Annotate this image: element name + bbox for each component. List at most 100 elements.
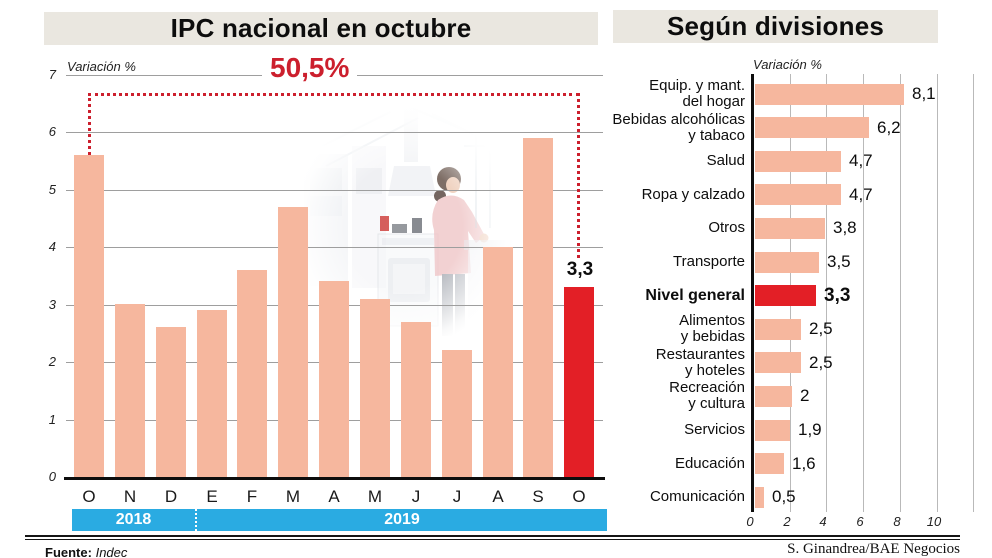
right-grid-4 — [826, 74, 827, 512]
month-label-1: N — [123, 487, 137, 506]
kitchen-photo — [292, 106, 516, 348]
division-label-12: Comunicación — [649, 488, 745, 505]
left-chart-title: IPC nacional en octubre — [44, 12, 598, 45]
right-grid-6 — [863, 74, 864, 512]
division-value-5: 3,5 — [827, 252, 851, 271]
division-bar-9 — [755, 386, 792, 407]
right-axis-label: Variación % — [753, 57, 822, 72]
month-label-3: E — [206, 487, 218, 506]
right-x-tick-2: 2 — [783, 514, 791, 529]
division-label-5: Transporte — [673, 253, 745, 270]
bar-j-8 — [401, 322, 431, 477]
division-value-11: 1,6 — [792, 454, 816, 473]
division-bar-4 — [755, 218, 825, 239]
division-label-6: Nivel general — [645, 287, 745, 304]
left-x-axis-line — [64, 477, 605, 480]
year-band: 2018 2019 — [72, 509, 607, 531]
bar-e-3 — [197, 310, 227, 477]
grid-line-y6 — [66, 132, 603, 133]
y-tick-7: 7 — [48, 67, 56, 82]
y-tick-0: 0 — [48, 469, 56, 484]
division-bar-10 — [755, 420, 790, 441]
right-grid-10 — [937, 74, 938, 512]
woman-figure — [432, 167, 489, 336]
division-bar-11 — [755, 453, 784, 474]
month-label-11: S — [532, 487, 544, 506]
month-label-8: J — [411, 487, 421, 506]
division-label-4: Otros — [708, 219, 745, 236]
right-y-axis-line — [751, 74, 754, 512]
division-bar-5 — [755, 252, 819, 273]
division-label-2: Salud — [706, 152, 745, 169]
grid-line-y4 — [66, 247, 603, 248]
month-label-12: O — [572, 487, 586, 506]
month-label-10: A — [492, 487, 504, 506]
division-label-1: Bebidas alcohólicas y tabaco — [612, 111, 745, 144]
division-value-12: 0,5 — [772, 487, 796, 506]
bar-j-9 — [442, 350, 472, 477]
division-value-1: 6,2 — [877, 118, 901, 137]
right-x-tick-8: 8 — [893, 514, 901, 529]
y-tick-1: 1 — [48, 412, 56, 427]
bar-s-11 — [523, 138, 553, 477]
right-grid-12 — [973, 74, 974, 512]
month-label-2: D — [164, 487, 178, 506]
footer-rule-thin — [25, 539, 960, 540]
division-label-7: Alimentos y bebidas — [679, 312, 745, 345]
division-value-8: 2,5 — [809, 353, 833, 372]
division-bar-6 — [755, 285, 816, 306]
division-label-0: Equip. y mant. del hogar — [649, 77, 745, 110]
division-label-8: Restaurantes y hoteles — [655, 346, 745, 379]
division-bar-3 — [755, 184, 841, 205]
division-bar-12 — [755, 487, 764, 508]
division-value-10: 1,9 — [798, 420, 822, 439]
bar-a-6 — [319, 281, 349, 477]
grid-line-y5 — [66, 190, 603, 191]
year-segment-2018: 2018 — [115, 511, 152, 528]
right-x-tick-6: 6 — [856, 514, 864, 529]
month-label-5: M — [285, 487, 301, 506]
division-bar-2 — [755, 151, 841, 172]
red-cup — [380, 216, 389, 231]
division-bar-7 — [755, 319, 801, 340]
bracket-right-line — [577, 93, 580, 258]
bar-m-7 — [360, 299, 390, 477]
bar-n-1 — [115, 304, 145, 477]
division-value-3: 4,7 — [849, 185, 873, 204]
month-label-7: M — [367, 487, 383, 506]
highlight-bar-value: 3,3 — [566, 259, 594, 280]
footer-rule-thick — [25, 535, 960, 537]
year-segment-2019: 2019 — [195, 509, 607, 531]
bar-a-10 — [483, 247, 513, 477]
y-tick-6: 6 — [48, 124, 56, 139]
y-tick-4: 4 — [48, 239, 56, 254]
source-note: Fuente: Indec — [45, 545, 127, 558]
y-tick-2: 2 — [48, 354, 56, 369]
division-label-3: Ropa y calzado — [641, 186, 745, 203]
annual-variation-annotation: 50,5% — [262, 54, 358, 82]
bar-d-2 — [156, 327, 186, 477]
division-bar-1 — [755, 117, 869, 138]
source-value: Indec — [95, 545, 128, 558]
bar-o-12 — [564, 287, 594, 477]
division-label-9: Recreación y cultura — [669, 379, 745, 412]
right-x-tick-0: 0 — [746, 514, 754, 529]
y-tick-3: 3 — [48, 297, 56, 312]
division-label-10: Servicios — [684, 421, 745, 438]
month-label-0: O — [82, 487, 96, 506]
division-value-7: 2,5 — [809, 319, 833, 338]
month-label-9: J — [452, 487, 462, 506]
right-grid-8 — [900, 74, 901, 512]
right-x-tick-4: 4 — [819, 514, 827, 529]
bar-m-5 — [278, 207, 308, 477]
month-label-4: F — [246, 487, 258, 506]
bracket-top-line — [88, 93, 579, 96]
division-bar-0 — [755, 84, 904, 105]
bracket-left-line — [88, 93, 91, 155]
division-value-9: 2 — [800, 386, 810, 405]
division-value-2: 4,7 — [849, 151, 873, 170]
bar-o-0 — [74, 155, 104, 477]
right-x-tick-10: 10 — [926, 514, 942, 529]
division-bar-8 — [755, 352, 801, 373]
